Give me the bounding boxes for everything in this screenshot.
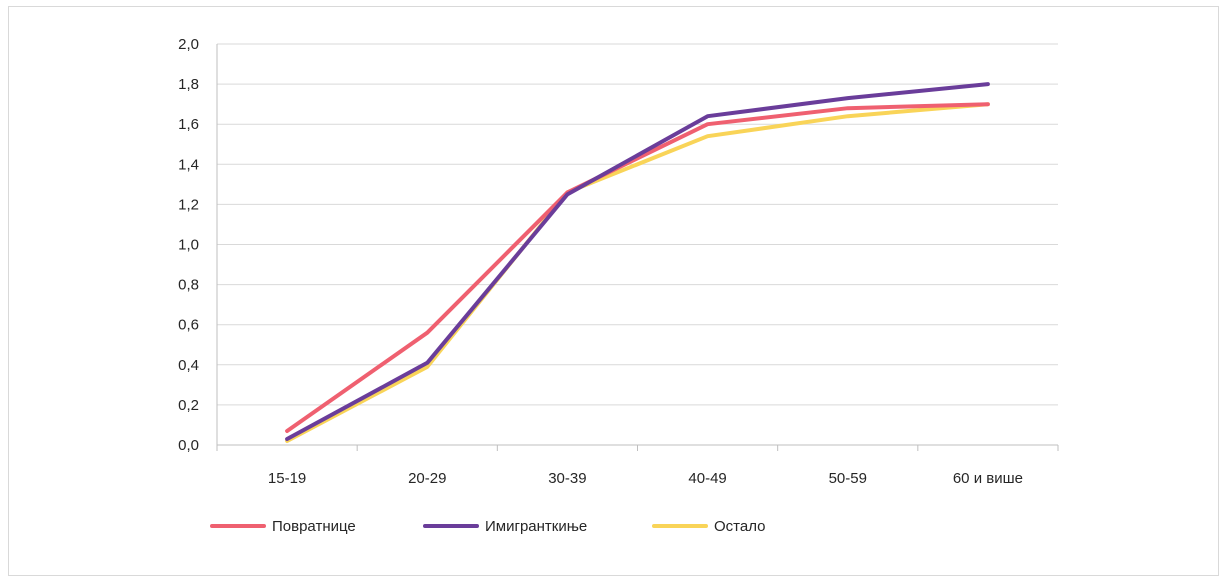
series-line-1: [285, 102, 990, 433]
x-tick-label: 20-29: [408, 470, 446, 487]
series-line-2: [285, 82, 990, 441]
y-tick-labels: 0,0 0,2 0,4 0,6 0,8 1,0 1,2 1,4 1,6 1,8 2,0: [178, 36, 199, 454]
y-tick-label: 1,0: [178, 237, 199, 254]
y-tick-label: 0,0: [178, 437, 199, 454]
y-tick-label: 1,2: [178, 196, 199, 213]
x-tick-label: 40-49: [688, 470, 726, 487]
x-tick-label: 50-59: [829, 470, 867, 487]
x-tick-label: 15-19: [268, 470, 306, 487]
x-tick-labels: 15-19 20-29 30-39 40-49 50-59 60 и више: [268, 470, 1023, 487]
legend: Повратнице Имигранткиње Остало: [210, 518, 765, 535]
y-tick-label: 1,6: [178, 116, 199, 133]
x-tick-label: 30-39: [548, 470, 586, 487]
series-line-3: [285, 102, 990, 443]
axes: [216, 44, 1059, 451]
series-lines: [285, 82, 990, 443]
y-tick-label: 1,4: [178, 156, 199, 173]
legend-label: Остало: [714, 518, 765, 535]
chart-frame: [8, 6, 1219, 576]
y-tick-label: 2,0: [178, 36, 199, 53]
legend-label: Имигранткиње: [485, 518, 587, 535]
y-tick-label: 0,4: [178, 357, 199, 374]
y-tick-label: 0,2: [178, 397, 199, 414]
gridlines: [217, 43, 1058, 406]
x-tick-label: 60 и више: [953, 470, 1023, 487]
y-tick-label: 0,8: [178, 277, 199, 294]
y-tick-label: 1,8: [178, 76, 199, 93]
y-tick-label: 0,6: [178, 317, 199, 334]
legend-label: Повратнице: [272, 518, 356, 535]
